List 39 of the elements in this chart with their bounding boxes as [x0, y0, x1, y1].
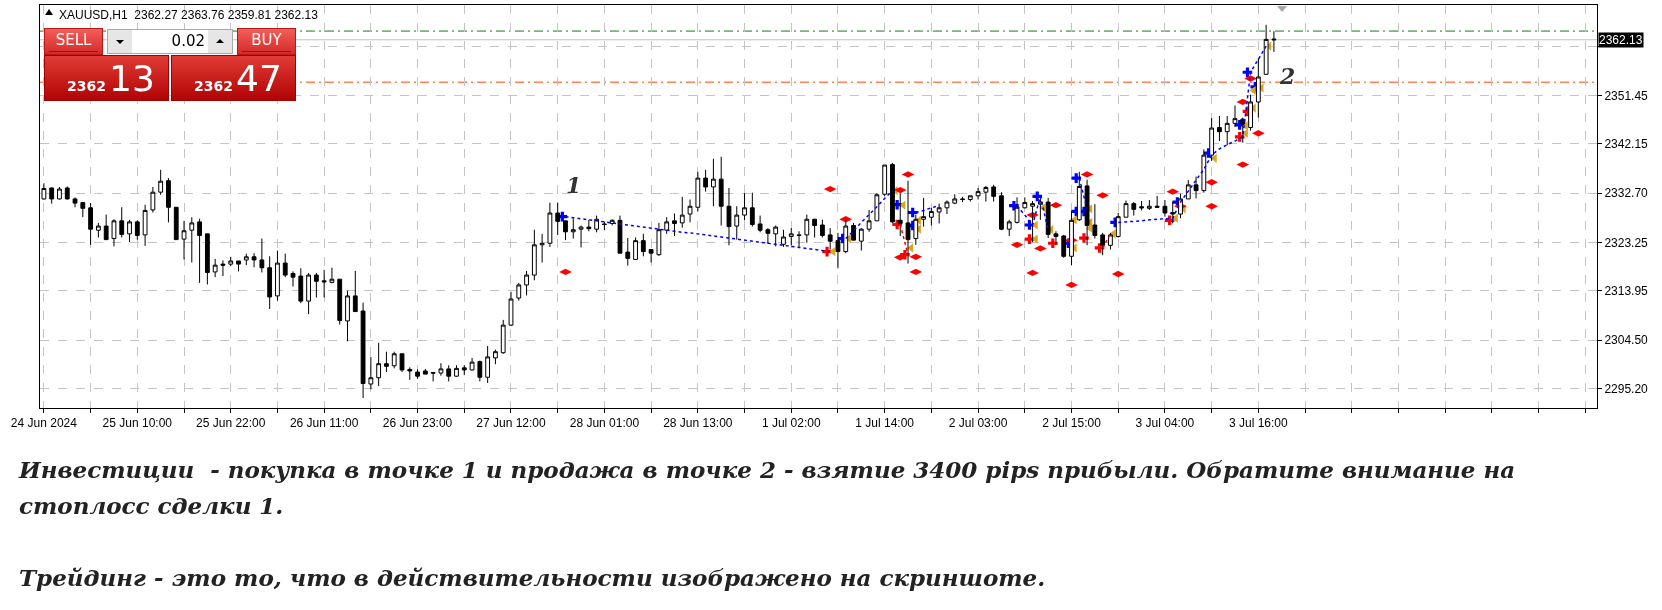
y-tick-label: 2313.95 [1604, 284, 1649, 299]
y-tick-label: 2323.25 [1604, 235, 1649, 250]
text: Инвестиции - покупка в точке 1 и продажа в точке 2 - взятие 3400 pips прибыли. Обратите внимание на стоплосс сделки 1. [19, 455, 1517, 521]
annotation: 1 [566, 172, 582, 198]
annotation: 0.02 [170, 31, 205, 52]
x-tick-label: 2 Jul 03:00 [948, 416, 1008, 431]
annotation: 2 [1279, 63, 1296, 89]
y-tick-label: 2351.45 [1604, 88, 1649, 103]
annotation: 47 [236, 58, 282, 99]
x-tick-label: 24 Jun 2024 [10, 416, 78, 431]
y-tick-label: 2342.15 [1604, 137, 1649, 152]
x-tick-label: 1 Jul 14:00 [855, 416, 915, 431]
ref-line-label: 2362.13 [1599, 33, 1643, 47]
sell-button: SELL [44, 28, 103, 55]
annotation: 13 [109, 58, 155, 99]
x-tick-label: 28 Jun 01:00 [569, 416, 640, 431]
x-tick-label: 26 Jun 23:00 [382, 416, 453, 431]
annotation: 2362 [194, 78, 233, 94]
x-tick-label: 2 Jul 15:00 [1042, 416, 1102, 431]
y-tick-label: 2304.50 [1604, 333, 1649, 348]
x-tick-label: 3 Jul 16:00 [1228, 416, 1289, 431]
x-tick-label: 27 Jun 12:00 [476, 416, 547, 431]
annotation: SELL [55, 31, 92, 49]
buy-button: BUY [237, 28, 296, 55]
x-tick-label: 25 Jun 10:00 [102, 416, 173, 431]
x-tick-label: 1 Jul 02:00 [761, 416, 821, 431]
lot-size-field: 0.02 [107, 29, 233, 54]
buy-price-box: 2362 47 [171, 55, 296, 101]
y-tick-label: 2295.20 [1604, 381, 1649, 396]
annotation: BUY [251, 31, 282, 49]
annotation: 2362 [67, 78, 106, 94]
text: Трейдинг - это то, что в действительности изображено на скриншоте. [19, 563, 1047, 593]
x-tick-label: 3 Jul 04:00 [1135, 416, 1195, 431]
x-tick-label: 28 Jun 13:00 [663, 416, 733, 431]
sell-price-box: 2362 13 [44, 55, 169, 101]
chart-title: XAUUSD,H1 2362.27 2363.76 2359.81 2362.13 [59, 8, 319, 22]
x-tick-label: 25 Jun 22:00 [196, 416, 266, 431]
y-tick-label: 2332.70 [1604, 186, 1649, 201]
x-tick-label: 26 Jun 11:00 [289, 416, 359, 431]
